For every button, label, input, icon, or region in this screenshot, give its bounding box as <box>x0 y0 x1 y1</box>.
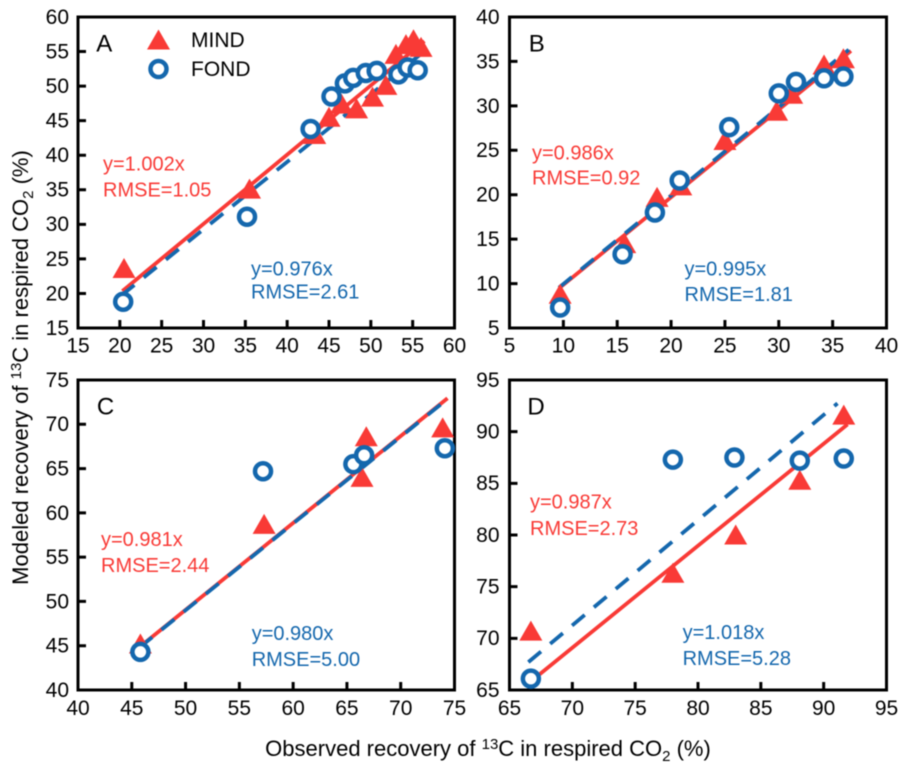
svg-text:45: 45 <box>46 635 69 658</box>
svg-text:55: 55 <box>46 40 69 63</box>
svg-text:y=1.018x: y=1.018x <box>683 622 765 644</box>
svg-text:20: 20 <box>659 335 682 358</box>
svg-text:35: 35 <box>476 50 499 73</box>
svg-text:B: B <box>529 31 545 58</box>
svg-text:75: 75 <box>623 697 646 720</box>
svg-text:MIND: MIND <box>191 29 245 52</box>
svg-text:y=0.986x: y=0.986x <box>532 143 614 165</box>
svg-text:45: 45 <box>120 697 143 720</box>
svg-text:RMSE=1.81: RMSE=1.81 <box>685 284 793 306</box>
svg-text:60: 60 <box>443 335 466 358</box>
svg-text:y=0.995x: y=0.995x <box>685 259 767 281</box>
svg-text:C: C <box>97 394 114 421</box>
svg-text:70: 70 <box>476 627 499 650</box>
svg-text:20: 20 <box>46 282 69 305</box>
svg-text:70: 70 <box>46 413 69 436</box>
svg-text:50: 50 <box>46 590 69 613</box>
svg-text:Modeled recovery of 13C in res: Modeled recovery of 13C in respired CO2 … <box>8 150 37 585</box>
svg-text:25: 25 <box>46 248 69 271</box>
svg-text:40: 40 <box>275 335 298 358</box>
svg-text:5: 5 <box>488 317 500 340</box>
svg-text:D: D <box>527 394 544 421</box>
svg-text:40: 40 <box>875 335 898 358</box>
svg-text:y=0.976x: y=0.976x <box>251 258 333 280</box>
svg-text:y=0.987x: y=0.987x <box>530 491 612 513</box>
svg-text:25: 25 <box>476 139 499 162</box>
svg-text:25: 25 <box>150 335 173 358</box>
svg-text:75: 75 <box>443 697 466 720</box>
svg-text:95: 95 <box>875 697 898 720</box>
svg-text:90: 90 <box>476 421 499 444</box>
svg-text:30: 30 <box>476 95 499 118</box>
svg-text:y=0.980x: y=0.980x <box>252 623 334 645</box>
svg-text:RMSE=5.28: RMSE=5.28 <box>683 648 791 670</box>
svg-text:50: 50 <box>174 697 197 720</box>
svg-text:RMSE=0.92: RMSE=0.92 <box>532 168 640 190</box>
svg-text:20: 20 <box>476 184 499 207</box>
svg-text:35: 35 <box>821 335 844 358</box>
svg-text:60: 60 <box>46 6 69 29</box>
svg-text:15: 15 <box>46 317 69 340</box>
svg-text:10: 10 <box>552 335 575 358</box>
svg-text:40: 40 <box>476 6 499 29</box>
svg-text:FOND: FOND <box>191 58 251 81</box>
svg-text:55: 55 <box>46 546 69 569</box>
svg-text:30: 30 <box>192 335 215 358</box>
svg-text:45: 45 <box>317 335 340 358</box>
svg-text:80: 80 <box>686 697 709 720</box>
svg-text:10: 10 <box>476 272 499 295</box>
svg-text:40: 40 <box>46 144 69 167</box>
svg-text:60: 60 <box>281 697 304 720</box>
svg-text:55: 55 <box>401 335 424 358</box>
svg-text:75: 75 <box>46 369 69 392</box>
svg-text:50: 50 <box>359 335 382 358</box>
svg-text:65: 65 <box>476 679 499 702</box>
svg-text:5: 5 <box>504 335 516 358</box>
svg-text:65: 65 <box>46 457 69 480</box>
svg-text:40: 40 <box>46 679 69 702</box>
svg-text:65: 65 <box>498 697 521 720</box>
svg-text:85: 85 <box>476 472 499 495</box>
svg-text:30: 30 <box>767 335 790 358</box>
svg-text:15: 15 <box>66 335 89 358</box>
svg-text:85: 85 <box>749 697 772 720</box>
svg-text:45: 45 <box>46 110 69 133</box>
svg-text:y=1.002x: y=1.002x <box>103 153 185 175</box>
svg-text:RMSE=5.00: RMSE=5.00 <box>252 649 360 671</box>
svg-text:RMSE=1.05: RMSE=1.05 <box>103 179 211 201</box>
svg-text:y=0.981x: y=0.981x <box>101 529 183 551</box>
svg-text:75: 75 <box>476 576 499 599</box>
svg-text:30: 30 <box>46 213 69 236</box>
svg-text:70: 70 <box>389 697 412 720</box>
svg-text:35: 35 <box>46 179 69 202</box>
svg-text:15: 15 <box>476 228 499 251</box>
svg-text:95: 95 <box>476 369 499 392</box>
svg-text:RMSE=2.73: RMSE=2.73 <box>530 518 638 540</box>
svg-text:90: 90 <box>812 697 835 720</box>
svg-text:RMSE=2.44: RMSE=2.44 <box>101 555 209 577</box>
svg-text:RMSE=2.61: RMSE=2.61 <box>251 281 359 303</box>
svg-text:80: 80 <box>476 524 499 547</box>
svg-text:50: 50 <box>46 75 69 98</box>
svg-text:25: 25 <box>713 335 736 358</box>
svg-text:35: 35 <box>234 335 257 358</box>
svg-text:A: A <box>96 31 112 58</box>
svg-text:65: 65 <box>335 697 358 720</box>
svg-text:40: 40 <box>66 697 89 720</box>
svg-text:15: 15 <box>606 335 629 358</box>
svg-text:60: 60 <box>46 502 69 525</box>
svg-text:20: 20 <box>108 335 131 358</box>
svg-text:70: 70 <box>561 697 584 720</box>
svg-text:55: 55 <box>228 697 251 720</box>
